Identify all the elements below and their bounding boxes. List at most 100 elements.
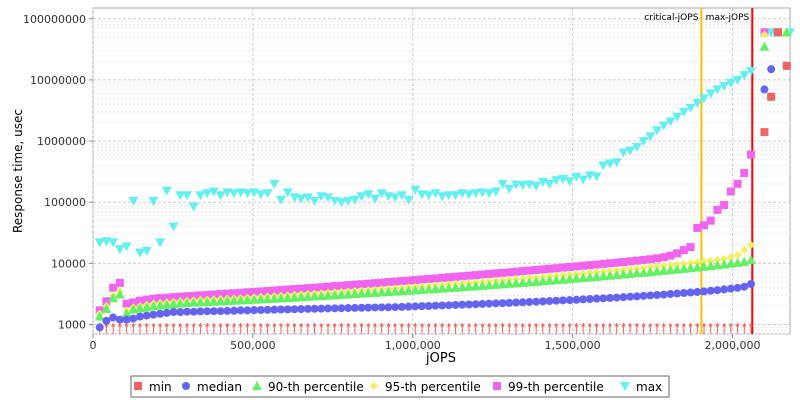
min-point-head [346, 322, 351, 327]
max-point [698, 94, 709, 104]
min-point-head [238, 322, 243, 327]
90-th-percentile-point [376, 287, 387, 297]
max-point [94, 238, 105, 248]
median-point [203, 307, 212, 316]
90-th-percentile-point [618, 269, 629, 279]
99-th-percentile-point [686, 243, 695, 252]
min-point-head [453, 322, 458, 327]
90-th-percentile-point [255, 294, 266, 304]
90-th-percentile-point [390, 286, 401, 296]
min-point-head [621, 322, 626, 327]
90-th-percentile-point [759, 41, 770, 51]
min-point-head [607, 322, 612, 327]
max-point [625, 146, 636, 156]
95-th-percentile-point [679, 259, 688, 268]
min-point-head [487, 322, 492, 327]
90-th-percentile-point [289, 292, 300, 302]
99-th-percentile-point [451, 272, 460, 281]
90-th-percentile-point [336, 289, 347, 299]
max-point [363, 190, 374, 200]
min-point-head [668, 322, 673, 327]
99-th-percentile-point [673, 249, 682, 258]
max-point [645, 132, 656, 142]
min-point-head [446, 322, 451, 327]
99-th-percentile-point [572, 262, 581, 271]
90-th-percentile-point [175, 298, 186, 308]
95-th-percentile-point [726, 253, 735, 262]
min-point-head [493, 322, 498, 327]
90-th-percentile-point [665, 265, 676, 275]
99-th-percentile-point [377, 278, 386, 287]
median-point [391, 303, 400, 312]
threshold-label: critical-jOPS [644, 13, 698, 23]
90-th-percentile-point [625, 268, 636, 278]
min-point-head [701, 322, 706, 327]
99-th-percentile-point [129, 298, 138, 307]
median-point [236, 306, 245, 315]
min-point-head [581, 322, 586, 327]
min-point-head [426, 322, 431, 327]
99-th-percentile-point [102, 297, 111, 306]
min-point-head [144, 322, 149, 327]
median-point [438, 301, 447, 310]
min-point-head [245, 322, 250, 327]
max-point [470, 189, 481, 199]
min-point-head [158, 322, 163, 327]
max-point [208, 187, 219, 197]
99-th-percentile-point [404, 276, 413, 285]
median-point [713, 286, 722, 295]
99-th-percentile-point [612, 258, 621, 267]
99-th-percentile-point [169, 293, 178, 302]
90-th-percentile-point [275, 293, 286, 303]
median-point [733, 283, 742, 292]
min-point-head [634, 322, 639, 327]
max-point [302, 193, 313, 203]
99-th-percentile-point [263, 286, 272, 295]
90-th-percentile-point [269, 293, 280, 303]
90-th-percentile-point [517, 277, 528, 287]
90-th-percentile-point [484, 280, 495, 290]
99-th-percentile-point [605, 259, 614, 268]
99-th-percentile-point [693, 223, 702, 232]
median-point [256, 305, 265, 314]
90-th-percentile-point [134, 303, 145, 313]
max-point [578, 175, 589, 185]
90-th-percentile-point [725, 258, 736, 268]
median-point [310, 304, 319, 313]
min-point-head [325, 322, 330, 327]
min-point-head [735, 322, 740, 327]
max-point [484, 189, 495, 199]
90-th-percentile-point [678, 263, 689, 273]
min-point-head [252, 322, 257, 327]
90-th-percentile-point [416, 284, 427, 294]
max-point [262, 189, 273, 199]
90-th-percentile-point [423, 284, 434, 294]
min-point-head [742, 322, 747, 327]
median-point [156, 309, 165, 318]
min-point-head [654, 322, 659, 327]
90-th-percentile-point [692, 262, 703, 272]
median-point [626, 292, 635, 301]
median-point [599, 294, 608, 303]
max-point [672, 112, 683, 122]
x-tick-label: 1,500,000 [545, 339, 601, 352]
median-point [243, 306, 252, 315]
median-point [518, 298, 527, 307]
90-th-percentile-point [228, 295, 239, 305]
min-point-head [278, 322, 283, 327]
median-point [511, 298, 520, 307]
90-th-percentile-point [470, 281, 481, 291]
threshold-markers: critical-jOPS max-jOPS [644, 8, 754, 334]
max-point [712, 85, 723, 95]
max-point [437, 192, 448, 202]
median-point [384, 303, 393, 312]
90-th-percentile-point [383, 287, 394, 297]
90-th-percentile-point [477, 280, 488, 290]
legend-label: median [197, 380, 242, 394]
legend-label: min [149, 380, 172, 394]
90-th-percentile-point [698, 261, 709, 271]
min-point-head [661, 322, 666, 327]
min-point-head [292, 322, 297, 327]
90-th-percentile-point [208, 296, 219, 306]
99-th-percentile-point [364, 279, 373, 288]
